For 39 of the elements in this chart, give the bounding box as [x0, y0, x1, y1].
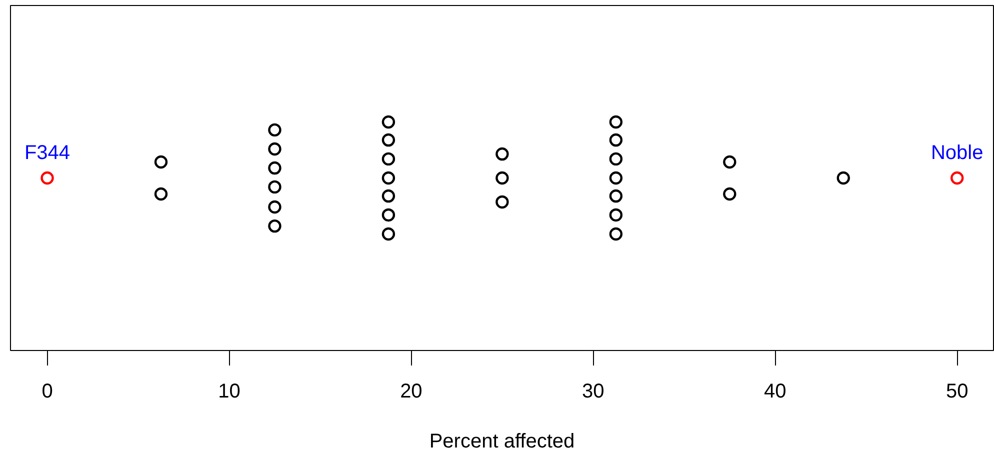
x-tick-label: 30 [582, 380, 604, 402]
point [268, 123, 282, 137]
point [609, 227, 623, 241]
point [268, 142, 282, 156]
x-tick-label: 20 [400, 380, 422, 402]
x-axis-title: Percent affected [429, 430, 575, 452]
point [496, 147, 509, 161]
point [382, 152, 396, 166]
point [723, 187, 736, 201]
point [609, 171, 623, 185]
point [609, 115, 623, 129]
point [268, 200, 282, 214]
point [950, 171, 964, 185]
annotation: Noble [930, 142, 984, 164]
point [723, 155, 736, 169]
point [609, 152, 623, 166]
point [382, 171, 396, 185]
point [609, 208, 623, 222]
x-tick-label: 40 [764, 380, 786, 402]
point [382, 115, 396, 129]
point [836, 171, 850, 185]
point [382, 133, 396, 147]
x-tick-label: 10 [218, 380, 240, 402]
annotation: F344 [24, 142, 70, 164]
point [382, 227, 396, 241]
x-tick-label: 0 [42, 380, 53, 402]
point [154, 155, 168, 169]
point [268, 219, 282, 233]
point [154, 187, 168, 201]
point [496, 171, 509, 185]
point [40, 171, 54, 185]
point [268, 180, 282, 194]
point [382, 189, 396, 203]
point [609, 133, 623, 147]
point [382, 208, 396, 222]
point [268, 161, 282, 175]
point [496, 195, 509, 209]
x-tick-label: 50 [946, 380, 968, 402]
point [609, 189, 623, 203]
